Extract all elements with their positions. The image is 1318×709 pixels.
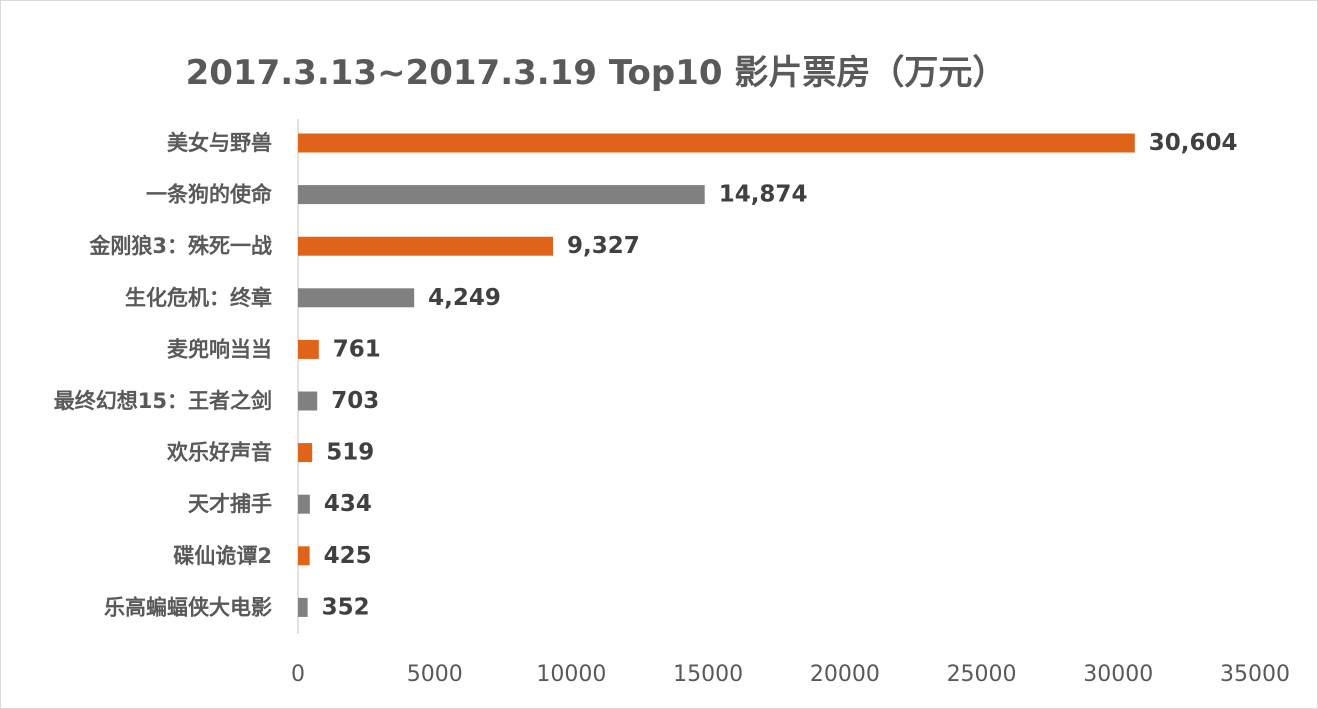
x-tick-label: 25000 [947,662,1017,687]
x-tick-label: 15000 [673,662,743,687]
value-label: 352 [322,594,370,620]
value-label: 519 [326,440,374,466]
category-labels-group: 美女与野兽一条狗的使命金刚狼3：殊死一战生化危机：终章麦兜响当当最终幻想15：王… [54,131,273,619]
bar-2 [298,185,705,205]
x-tick-label: 30000 [1083,662,1153,687]
value-labels-group: 30,604 14,874 9,327 4,249 761 703 519 434 425 352 [322,130,1238,620]
value-label: 30,604 [1149,130,1238,156]
value-label: 703 [331,388,379,414]
x-tick-labels-group: 0 5000 10000 15000 20000 25000 30000 35000 [291,662,1290,687]
value-label: 14,874 [719,182,808,208]
category-label: 天才捕手 [188,492,272,516]
value-label: 425 [324,543,372,569]
x-tick-label: 20000 [810,662,880,687]
x-tick-label: 35000 [1220,662,1290,687]
value-label: 4,249 [428,285,501,311]
category-label: 欢乐好声音 [166,441,272,465]
category-label: 乐高蝙蝠侠大电影 [104,595,272,619]
category-label: 生化危机：终章 [125,286,272,310]
bar-7 [298,443,313,463]
category-label: 美女与野兽 [167,131,272,155]
value-label: 761 [333,336,381,362]
x-tick-label: 0 [291,662,305,687]
bar-5 [298,339,319,359]
category-label: 碟仙诡谭2 [173,544,272,568]
value-label: 434 [324,491,372,517]
bar-6 [298,391,318,411]
category-label: 一条狗的使命 [146,183,273,207]
category-label: 麦兜响当当 [167,337,272,361]
bar-8 [298,494,310,514]
bars-group [298,133,1135,617]
chart-title: 2017.3.13~2017.3.19 Top10 影片票房（万元） [185,53,1007,93]
bar-9 [298,546,310,566]
category-label: 最终幻想15：王者之剑 [54,389,272,413]
value-label: 9,327 [567,233,640,259]
bar-1 [298,133,1135,153]
category-label: 金刚狼3：殊死一战 [88,234,272,258]
bar-10 [298,597,308,617]
x-tick-label: 10000 [536,662,606,687]
bar-4 [298,288,415,308]
bar-3 [298,236,554,256]
x-tick-label: 5000 [407,662,463,687]
